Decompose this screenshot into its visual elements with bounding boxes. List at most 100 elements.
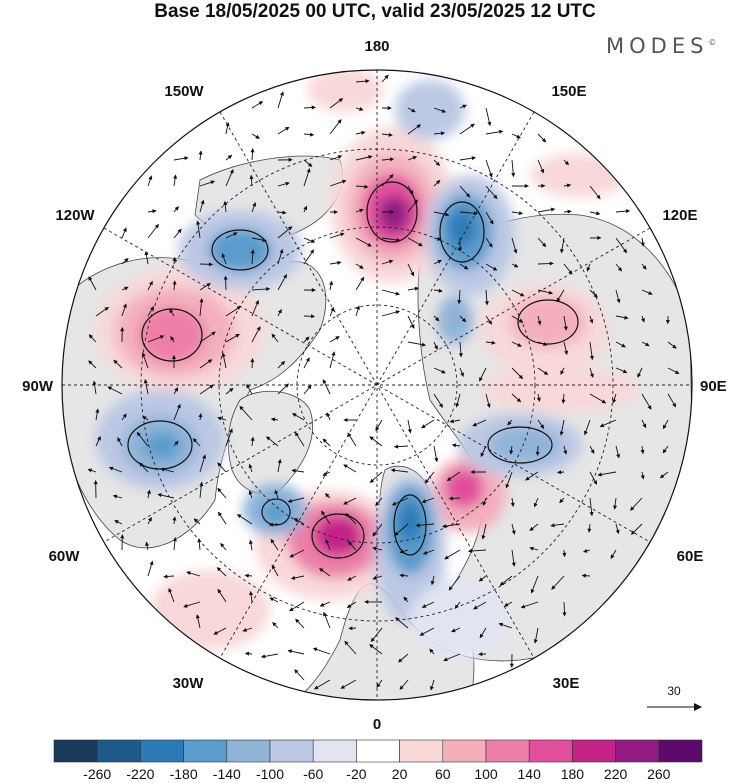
wind-vector-head — [120, 326, 125, 332]
wind-vector-head — [630, 530, 636, 535]
anomaly-negative-europe-south — [410, 580, 510, 660]
wind-vector-head — [437, 259, 443, 264]
wind-vector-head — [489, 220, 494, 225]
colorbar-swatch — [658, 739, 703, 763]
wind-vector-head — [465, 193, 471, 198]
wind-vector-head — [217, 487, 222, 493]
wind-vector-head — [559, 498, 564, 504]
colorbar — [53, 739, 703, 763]
wind-vector-head — [435, 317, 440, 322]
wind-vector-head — [289, 607, 294, 612]
wind-vector-head — [367, 242, 372, 247]
wind-vector-head — [529, 546, 534, 551]
wind-vector-head — [388, 259, 394, 264]
wind-vector-head — [511, 172, 516, 178]
wind-vector-head — [221, 252, 226, 258]
wind-vector-head — [610, 554, 615, 560]
anomaly-positive-north-pacific — [307, 70, 383, 112]
wind-vector-head — [136, 431, 141, 437]
wind-vector-head — [192, 437, 198, 443]
wind-vector-head — [457, 300, 462, 305]
wind-vector-head — [421, 499, 427, 503]
wind-vector-head — [170, 335, 175, 341]
wind-vector-head — [540, 424, 545, 430]
wind-vector-head — [587, 528, 592, 533]
wind-vector-head — [310, 314, 316, 319]
wind-vector-head — [370, 637, 375, 643]
wind-vector-head — [480, 452, 485, 458]
wind-vector-head — [372, 575, 377, 580]
wind-vector-head — [311, 105, 316, 110]
wind-vector-head — [391, 501, 397, 506]
wind-vector-head — [310, 239, 316, 243]
wind-vector-head — [390, 468, 396, 473]
wind-vector-head — [195, 614, 200, 619]
wind-vector-head — [287, 498, 293, 503]
wind-vector-head — [503, 602, 509, 607]
wind-vector-head — [211, 331, 216, 336]
wind-vector-head — [589, 355, 594, 361]
wind-vector-head — [333, 210, 339, 215]
wind-vector-head — [258, 101, 264, 106]
wind-vector-head — [285, 181, 290, 186]
wind-vector-head — [280, 360, 286, 366]
wind-vector-head — [421, 342, 427, 347]
wind-vector-head — [92, 380, 97, 385]
anomaly-negative-laptev — [437, 296, 473, 344]
wind-vector-head — [310, 249, 315, 254]
wind-vector-head — [498, 129, 504, 134]
wind-vector-head — [435, 161, 441, 167]
colorbar-tick-label: 260 — [647, 766, 671, 782]
wind-vector-head — [343, 464, 348, 469]
wind-vector-head — [492, 266, 498, 271]
colorbar-swatch — [226, 739, 271, 763]
wind-vector-head — [429, 686, 434, 691]
wind-vector-head — [239, 405, 244, 411]
wind-vector-head — [462, 104, 467, 109]
wind-vector-head — [227, 154, 233, 160]
wind-vector-head — [550, 207, 556, 212]
wind-vector-head — [123, 303, 127, 308]
wind-vector-head — [174, 440, 179, 446]
wind-vector-head — [647, 405, 652, 410]
wind-vector-head — [616, 453, 621, 459]
wind-vector-head — [216, 567, 222, 572]
wind-vector-head — [172, 536, 177, 542]
wind-vector-head — [621, 343, 626, 348]
wind-vector-head — [305, 336, 310, 341]
wind-vector-head — [389, 157, 395, 162]
wind-vector-head — [448, 496, 454, 501]
colorbar-labels: -260 -220 -180 -140 -100 -60 -20 20 60 100 140 180 2… — [83, 766, 671, 782]
wind-vector-head — [364, 599, 369, 604]
wind-vector-head — [460, 372, 464, 378]
wind-vector-head — [148, 175, 153, 180]
colorbar-tick-label: 180 — [561, 766, 585, 782]
wind-vector-head — [499, 581, 505, 586]
wind-vector-head — [470, 470, 475, 475]
wind-vector-head — [659, 474, 665, 479]
wind-vector-head — [395, 291, 401, 296]
wind-vector-head — [284, 383, 290, 388]
wind-vector-head — [250, 357, 255, 363]
wind-vector-head — [556, 470, 562, 475]
colorbar-swatch — [312, 739, 357, 763]
colorbar-tick-label: -220 — [126, 766, 154, 782]
wind-vector-head — [593, 480, 598, 485]
wind-vector-head — [672, 344, 677, 349]
wind-vector-head — [375, 426, 380, 432]
wind-vector-head — [218, 511, 223, 517]
wind-vector-head — [311, 288, 316, 293]
wind-vector-head — [95, 408, 100, 413]
wind-vector-head — [463, 265, 469, 270]
wind-vector-head — [287, 649, 293, 654]
wind-vector-head — [293, 518, 299, 522]
wind-vector-head — [525, 476, 530, 481]
wind-vector-head — [488, 320, 493, 325]
wind-vector-head — [291, 468, 296, 473]
wind-vector-head — [233, 232, 238, 237]
wind-vector-head — [172, 256, 177, 262]
wind-vector-head — [394, 617, 400, 622]
wind-vector-head — [488, 173, 493, 178]
anomaly-negative-north-atlantic — [243, 484, 307, 536]
wind-vector-head — [277, 308, 282, 314]
